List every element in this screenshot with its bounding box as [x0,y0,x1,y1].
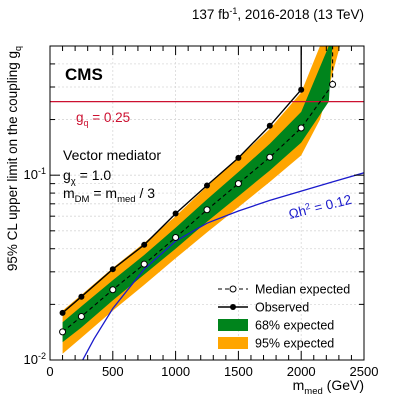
expected-point [329,80,337,88]
experiment-label: CMS [65,65,103,84]
observed-point [204,182,210,189]
x-tick-label: 1000 [161,364,190,379]
x-tick-label: 500 [102,364,124,379]
expected-point [266,153,274,161]
legend-label: 68% expected [255,319,334,333]
legend-entry: Median expected [218,283,350,297]
legend-68-swatch [218,319,248,331]
x-tick-label: 2000 [287,364,316,379]
bands-layer [62,46,341,354]
luminosity-label: 137 fb-1, 2016-2018 (13 TeV) [192,6,364,22]
observed-point [266,122,273,129]
model-line-1: Vector mediator [63,147,161,163]
y-axis-label: 95% CL upper limit on the coupling gq [5,46,23,271]
model-line-2: gχ = 1.0 [63,167,111,187]
legend-95-swatch [218,337,248,349]
lines-layer [50,46,364,360]
expected-point [77,312,85,320]
expected-point [297,124,305,132]
legend-expected-marker [229,285,237,293]
observed-point [141,241,148,248]
x-tick-label: 0 [46,364,53,379]
expected-point [203,206,211,214]
observed-point [59,309,66,316]
relic-density-curve [82,172,364,360]
legend: Median expected Observed 68% expected 95% e… [218,283,350,351]
observed-point [235,154,242,161]
expected-point [140,260,148,268]
expected-line [62,84,334,333]
axis-ticks: 0 500 1000 1500 2000 2500 10-2 10-1 [24,45,379,379]
observed-point [109,266,116,273]
band-68 [62,46,333,343]
legend-label: 95% expected [255,337,334,351]
y-tick-label: 10-2 [24,351,46,367]
legend-label: Median expected [255,283,350,297]
gq-line-label: gq = 0.25 [76,110,130,128]
legend-label: Observed [255,301,309,315]
legend-entry: Observed [218,301,309,315]
x-axis-label: mmed (GeV) [293,377,364,397]
y-tick-label: 10-1 [24,166,46,182]
legend-observed-marker [230,304,236,310]
expected-point [234,180,242,188]
expected-point [59,328,67,336]
legend-entry: 95% expected [218,337,334,351]
legend-entry: 68% expected [218,319,334,333]
observed-point [298,86,305,93]
observed-point [78,293,85,300]
x-tick-label: 1500 [224,364,253,379]
expected-point [109,286,117,294]
observed-point [172,210,179,217]
expected-point [172,234,180,242]
plot-frame [49,45,365,361]
model-line-3: mDM = mmed / 3 [63,185,155,205]
x-tick-label: 2500 [350,364,379,379]
